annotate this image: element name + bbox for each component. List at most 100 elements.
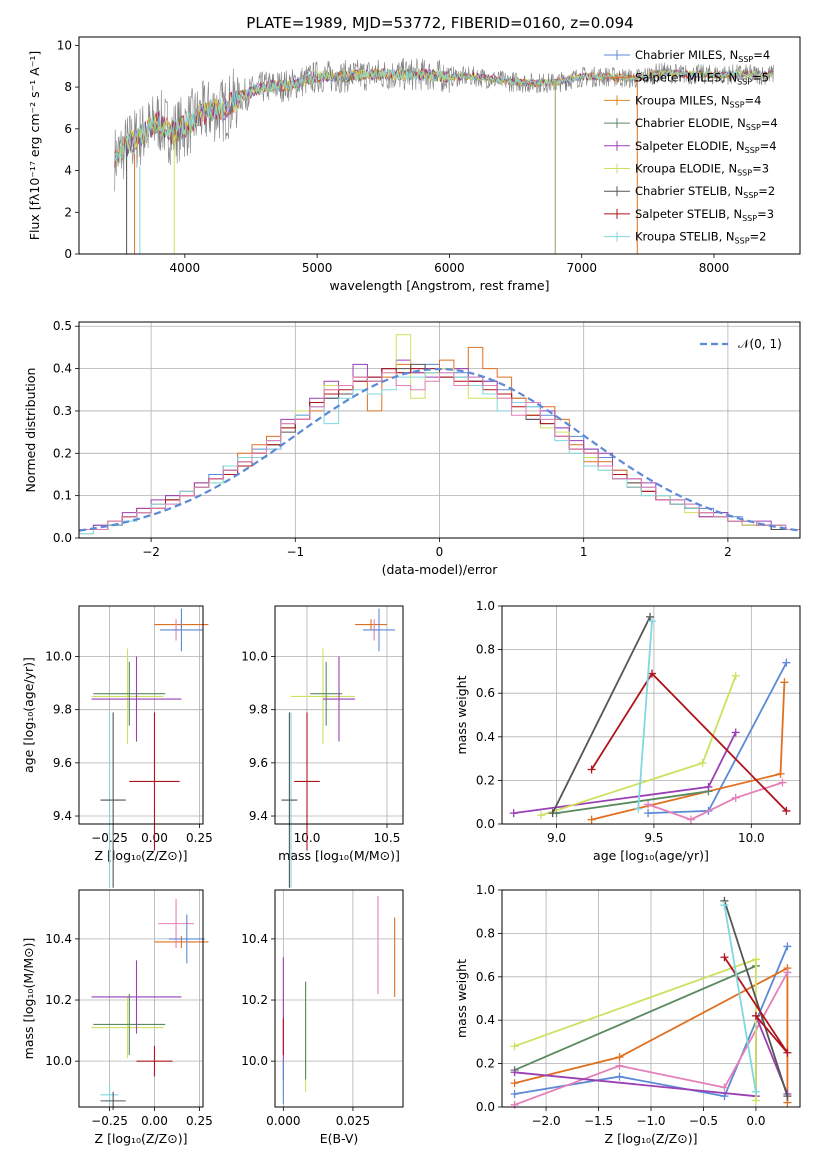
y-tick-label: 0.8 <box>476 643 495 657</box>
x-tick-label: 8000 <box>699 261 730 275</box>
spectrum-legend: Chabrier MILES, NSSP=4 Salpeter MILES, NS… <box>604 48 778 246</box>
y-tick-label: 10.2 <box>241 993 268 1007</box>
x-axis-label: (data-model)/error <box>382 562 499 577</box>
x-tick-label: 2 <box>724 545 732 559</box>
legend-label: 𝒩(0, 1) <box>738 337 782 351</box>
legend-label: Salpeter MILES, NSSP=5 <box>635 71 769 87</box>
x-tick-label: −1 <box>286 545 304 559</box>
legend-label: Chabrier STELIB, NSSP=2 <box>635 184 775 200</box>
x-tick-label: 0.25 <box>186 831 213 845</box>
weight-marker <box>634 804 643 813</box>
y-tick-label: 0.4 <box>476 730 495 744</box>
x-tick-label: 10.0 <box>738 831 765 845</box>
weight-marker <box>783 968 792 977</box>
weight-marker <box>783 1092 792 1101</box>
plot-frame <box>78 36 801 255</box>
y-tick-label: 10.4 <box>45 932 72 946</box>
legend-label: Kroupa ELODIE, NSSP=3 <box>635 162 769 178</box>
plot-frame <box>501 605 801 825</box>
x-tick-label: 9.0 <box>547 831 566 845</box>
weight-marker <box>720 901 729 910</box>
spectrum-line <box>114 67 774 164</box>
legend-label: Chabrier MILES, NSSP=4 <box>635 48 770 64</box>
y-tick-label: 9.6 <box>249 756 268 770</box>
weight-line <box>556 790 709 814</box>
weight-marker <box>731 793 740 802</box>
weight-marker <box>510 1089 519 1098</box>
x-tick-label: 1 <box>580 545 588 559</box>
normal-curve <box>78 367 801 532</box>
weight-marker <box>615 1053 624 1062</box>
y-tick-label: 9.6 <box>53 756 72 770</box>
x-tick-label: 0.25 <box>186 1114 213 1128</box>
weight-marker <box>510 1068 519 1077</box>
x-tick-label: 0.000 <box>266 1114 300 1128</box>
y-tick-label: 10 <box>57 38 72 52</box>
weight-marker <box>776 769 785 778</box>
residuals-panel: −2 −1 0 1 2 0.0 0.1 0.2 0.3 0.4 0.5 (data-model)/er… <box>23 319 801 577</box>
weight-marker <box>647 617 656 626</box>
legend-label: Salpeter ELODIE, NSSP=4 <box>635 139 777 155</box>
legend-label: Chabrier ELODIE, NSSP=4 <box>635 116 778 132</box>
weight-marker <box>751 1087 760 1096</box>
weight-marker <box>698 758 707 767</box>
legend-label: Kroupa STELIB, NSSP=2 <box>635 230 766 246</box>
y-tick-label: 0.2 <box>476 1057 495 1071</box>
weight-marker <box>778 778 787 787</box>
y-tick-label: 0.0 <box>476 1100 495 1114</box>
legend-label: Kroupa MILES, NSSP=4 <box>635 93 761 109</box>
weight-marker <box>686 815 695 824</box>
ebv-mass-panel: 0.000 0.025 10.0 10.2 10.4 E(B-V) <box>241 889 404 1146</box>
y-tick-label: 1.0 <box>476 599 495 613</box>
y-axis-label: Normed distribution <box>23 368 38 493</box>
weight-marker <box>510 1042 519 1051</box>
y-tick-label: 0.3 <box>53 404 72 418</box>
x-tick-label: 0.00 <box>141 1114 168 1128</box>
z-age-panel: −0.25 0.00 0.259.49.69.810.0Z [log₁₀(Z/Z⊙)… <box>21 605 213 888</box>
spectrum-panel: 4000 5000 6000 7000 8000 0 2 4 6 8 10 wavelength [A… <box>27 36 801 293</box>
weight-line <box>514 966 789 1103</box>
weight-marker <box>615 1061 624 1070</box>
y-tick-label: 0.6 <box>476 970 495 984</box>
legend-label: Salpeter STELIB, NSSP=3 <box>635 207 774 223</box>
weight-marker <box>509 809 518 818</box>
x-axis-label: mass [log₁₀(M/M⊙)] <box>278 848 400 863</box>
y-tick-label: 0.0 <box>53 531 72 545</box>
y-tick-label: 0.2 <box>476 773 495 787</box>
y-tick-label: 10.2 <box>45 993 72 1007</box>
x-tick-label: 0.025 <box>336 1114 370 1128</box>
y-tick-label: 9.4 <box>249 809 268 823</box>
weight-line <box>647 781 783 821</box>
y-axis-label: mass [log₁₀(M/M⊙)] <box>21 938 36 1060</box>
y-tick-label: 9.4 <box>53 809 72 823</box>
x-tick-label: −0.5 <box>689 1114 718 1128</box>
weight-marker <box>644 809 653 818</box>
plot-frame <box>78 321 801 539</box>
x-tick-label: 7000 <box>566 261 597 275</box>
weight-marker <box>644 800 653 809</box>
weight-line <box>723 900 789 1097</box>
weight-marker <box>587 815 596 824</box>
x-axis-label: Z [log₁₀(Z/Z⊙)] <box>95 848 188 863</box>
weight-marker <box>780 678 789 687</box>
y-axis-label: mass weight <box>454 675 469 754</box>
weight-marker <box>704 782 713 791</box>
y-axis-label: mass weight <box>454 959 469 1038</box>
figure-title: PLATE=1989, MJD=53772, FIBERID=0160, z=0… <box>246 14 633 32</box>
weight-marker <box>720 953 729 962</box>
weight-marker <box>782 806 791 815</box>
weight-marker <box>782 658 791 667</box>
plot-frame <box>78 889 204 1108</box>
weight-line <box>551 616 651 814</box>
y-axis-label: age [log₁₀(age/yr)] <box>21 657 36 773</box>
z-weight-panel: −2.0 −1.5 −1.0 −0.5 0.0 0.0 0.2 0.4 0.6 0.8 1.0 Z [… <box>454 883 801 1146</box>
y-tick-label: 0.1 <box>53 489 72 503</box>
spectrum-line <box>114 68 774 166</box>
weight-marker <box>751 1011 760 1020</box>
x-tick-label: 0.0 <box>746 1114 765 1128</box>
weight-marker <box>510 1079 519 1088</box>
x-tick-label: 4000 <box>170 261 201 275</box>
y-tick-label: 10.0 <box>45 650 72 664</box>
y-tick-label: 10.4 <box>241 932 268 946</box>
